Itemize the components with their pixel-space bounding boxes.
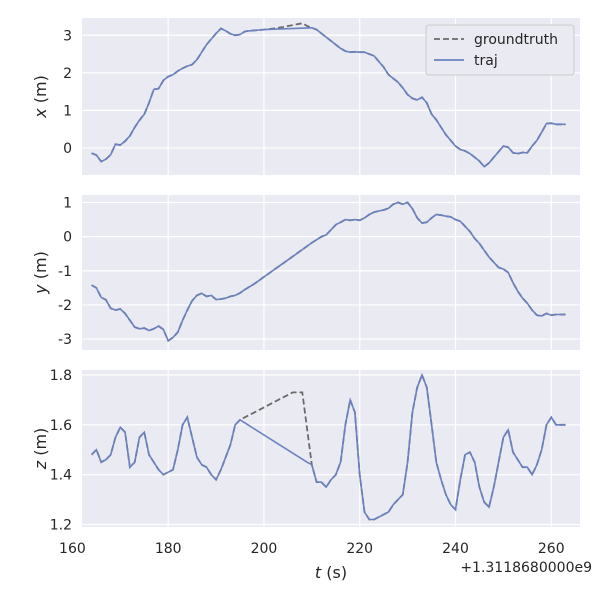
panel-1: 1 0 -1 -2 -3 y (m) xyxy=(31,195,580,350)
y-tick-label: 1 xyxy=(63,103,72,119)
y-tick-label: 3 xyxy=(63,28,72,44)
panel-background xyxy=(82,195,580,350)
legend-traj-label: traj xyxy=(474,53,498,69)
y-tick-label: 1.6 xyxy=(50,418,72,434)
x-tick-label: 260 xyxy=(538,541,565,557)
legend-frame xyxy=(425,24,575,76)
x-tick-label: 160 xyxy=(59,541,86,557)
y-tick-label: 0 xyxy=(63,230,72,246)
y-tick-label: 1.8 xyxy=(50,368,72,384)
x-axis-offset-label: +1.3118680000e9 xyxy=(460,560,592,576)
y-axis-label: x (m) xyxy=(31,75,50,119)
traj-line xyxy=(91,26,566,168)
y-tick-label: 1.2 xyxy=(50,518,72,534)
y-tick-label: -3 xyxy=(58,332,72,348)
legend-groundtruth-label: groundtruth xyxy=(474,32,558,48)
traj-line xyxy=(91,201,566,343)
y-tick-label: -2 xyxy=(58,298,72,314)
y-axis-label: y (m) xyxy=(31,251,50,295)
y-tick-label: 1.4 xyxy=(50,468,72,484)
y-tick-label: 2 xyxy=(63,66,72,82)
y-tick-label: 1 xyxy=(63,196,72,212)
y-tick-label: 0 xyxy=(63,141,72,157)
legend: groundtruth traj xyxy=(425,24,575,76)
x-axis-label: t (s) xyxy=(315,563,347,582)
panel-background xyxy=(82,370,580,527)
panel-2: 1.8 1.6 1.4 1.2 z (m) xyxy=(31,368,580,534)
traj-line xyxy=(91,372,566,521)
y-axis-label: z (m) xyxy=(31,428,50,471)
x-tick-label: 220 xyxy=(346,541,373,557)
x-tick-label: 200 xyxy=(251,541,278,557)
x-tick-label: 240 xyxy=(442,541,469,557)
x-tick-label: 180 xyxy=(155,541,182,557)
y-tick-label: -1 xyxy=(58,264,72,280)
